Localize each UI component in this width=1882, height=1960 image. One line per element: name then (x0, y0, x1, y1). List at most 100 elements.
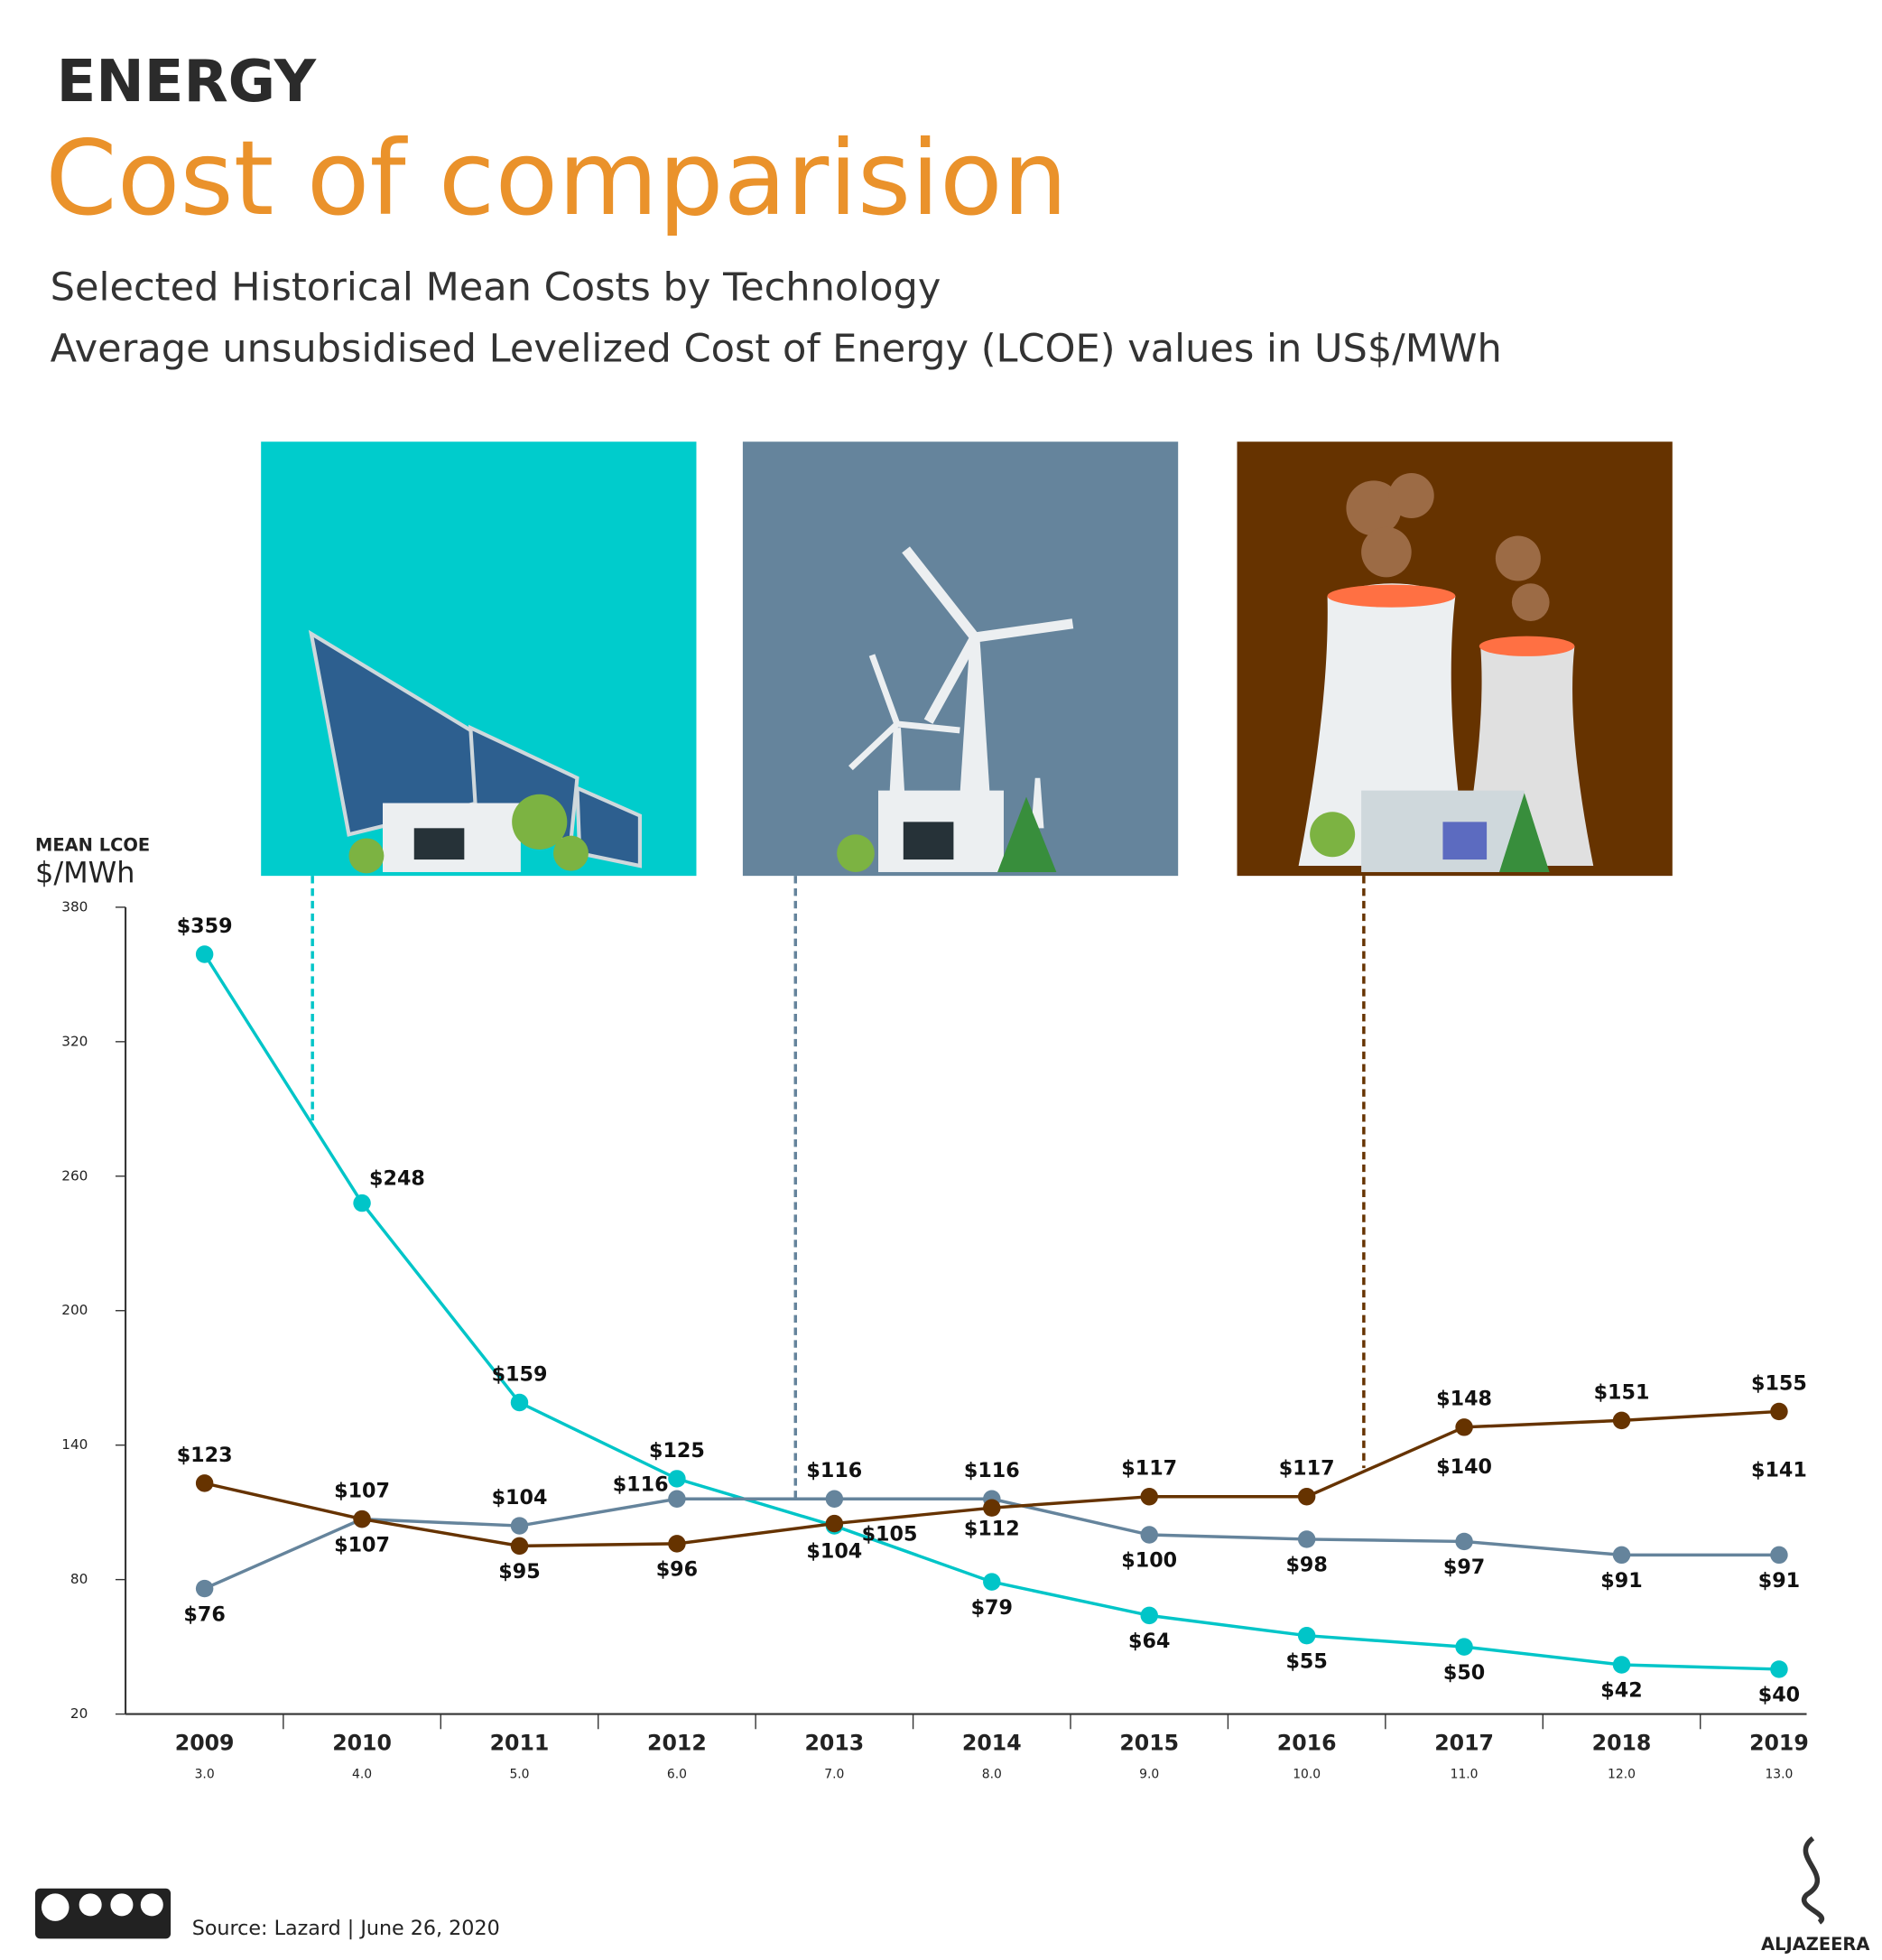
series-line (203, 953, 1779, 1671)
point (1455, 1638, 1473, 1656)
point (668, 1470, 686, 1488)
x-sublabel: 5.0 (509, 1767, 529, 1781)
value-label: $91 (1758, 1569, 1800, 1593)
value-label: $107 (334, 1533, 390, 1556)
value-label: $50 (1443, 1661, 1485, 1685)
value-label: $248 (369, 1167, 425, 1191)
x-tick-label: 2018 (1592, 1730, 1652, 1755)
point (353, 1194, 371, 1212)
point (510, 1393, 529, 1412)
x-sublabel: 10.0 (1293, 1767, 1321, 1781)
subtitle: Selected Historical Mean Costs by Techno… (51, 265, 941, 311)
point (1297, 1530, 1316, 1548)
point (668, 1535, 686, 1553)
value-label: $107 (334, 1480, 390, 1503)
x-sublabel: 13.0 (1765, 1767, 1793, 1781)
logo-mark (1802, 1835, 1824, 1925)
y-tick-label: 320 (61, 1033, 88, 1049)
x-tick-label: 2013 (805, 1730, 865, 1755)
x-tick-label: 2019 (1749, 1730, 1809, 1755)
x-sublabel: 12.0 (1608, 1767, 1636, 1781)
y-axis-label: MEAN LCOE (35, 834, 150, 855)
point (1455, 1418, 1473, 1436)
value-label: $151 (1594, 1380, 1650, 1404)
point (825, 1490, 844, 1508)
x-tick-label: 2010 (332, 1730, 392, 1755)
value-label: $148 (1436, 1388, 1492, 1411)
value-label: $140 (1436, 1455, 1492, 1479)
point (1297, 1488, 1316, 1506)
value-label: $97 (1443, 1556, 1485, 1579)
x-tick-label: 2014 (962, 1730, 1022, 1755)
point (510, 1517, 529, 1535)
value-label: $91 (1600, 1569, 1642, 1593)
solar-panel (261, 441, 697, 877)
y-axis-unit: $/MWh (35, 856, 135, 890)
point (1770, 1546, 1788, 1565)
y-tick-label: 200 (61, 1302, 88, 1318)
point (983, 1499, 1001, 1517)
wind-panel (742, 441, 1179, 877)
value-label: $96 (656, 1558, 698, 1582)
point (1612, 1656, 1631, 1674)
value-label: $125 (649, 1439, 705, 1463)
value-label: $104 (492, 1486, 548, 1509)
x-sublabel: 6.0 (667, 1767, 687, 1781)
x-sublabel: 7.0 (824, 1767, 844, 1781)
point (1770, 1402, 1788, 1421)
value-label: $40 (1758, 1684, 1800, 1707)
y-tick-label: 20 (70, 1705, 88, 1722)
point (353, 1509, 371, 1528)
point (825, 1514, 844, 1533)
source: Source: Lazard | June 26, 2020 (192, 1917, 500, 1940)
value-label: $159 (492, 1362, 548, 1386)
value-label: $141 (1751, 1458, 1807, 1482)
y-tick-label: 260 (61, 1167, 88, 1184)
value-label: $76 (183, 1602, 225, 1626)
x-tick-label: 2016 (1277, 1730, 1337, 1755)
value-label: $42 (1600, 1679, 1642, 1703)
value-label: $105 (862, 1523, 918, 1547)
value-label: $116 (964, 1459, 1020, 1482)
value-label: $123 (177, 1444, 233, 1467)
value-label: $104 (806, 1540, 862, 1564)
x-tick-label: 2011 (490, 1730, 550, 1755)
value-label: $117 (1279, 1457, 1335, 1481)
kicker: ENERGY (57, 49, 317, 116)
x-sublabel: 3.0 (195, 1767, 215, 1781)
value-label: $79 (971, 1596, 1013, 1620)
point (510, 1537, 529, 1556)
value-label: $116 (806, 1459, 862, 1482)
x-sublabel: 9.0 (1139, 1767, 1159, 1781)
value-label: $117 (1121, 1457, 1177, 1481)
y-tick-label: 140 (61, 1436, 88, 1453)
point (195, 1579, 214, 1598)
point (1297, 1626, 1316, 1645)
point (195, 1474, 214, 1492)
value-label: $155 (1751, 1371, 1807, 1395)
value-label: $98 (1285, 1554, 1327, 1577)
x-sublabel: 4.0 (352, 1767, 372, 1781)
value-label: $116 (613, 1472, 669, 1496)
point (1455, 1532, 1473, 1551)
point (1612, 1546, 1631, 1565)
nuclear-panel (1237, 441, 1673, 877)
x-sublabel: 11.0 (1451, 1767, 1479, 1781)
license-badge (35, 1888, 172, 1939)
chart-title: Cost of comparision (45, 118, 1068, 238)
description: Average unsubsidised Levelized Cost of E… (51, 327, 1502, 372)
x-tick-label: 2009 (175, 1730, 235, 1755)
y-tick-label: 80 (70, 1571, 88, 1587)
x-tick-label: 2012 (647, 1730, 707, 1755)
point (1612, 1411, 1631, 1430)
x-tick-label: 2015 (1119, 1730, 1179, 1755)
value-label: $359 (177, 915, 233, 938)
point (1140, 1606, 1158, 1625)
y-tick-label: 380 (61, 898, 88, 915)
value-label: $95 (498, 1560, 540, 1584)
x-sublabel: 8.0 (982, 1767, 1002, 1781)
value-label: $55 (1285, 1649, 1327, 1673)
point (1140, 1526, 1158, 1544)
point (1140, 1488, 1158, 1506)
